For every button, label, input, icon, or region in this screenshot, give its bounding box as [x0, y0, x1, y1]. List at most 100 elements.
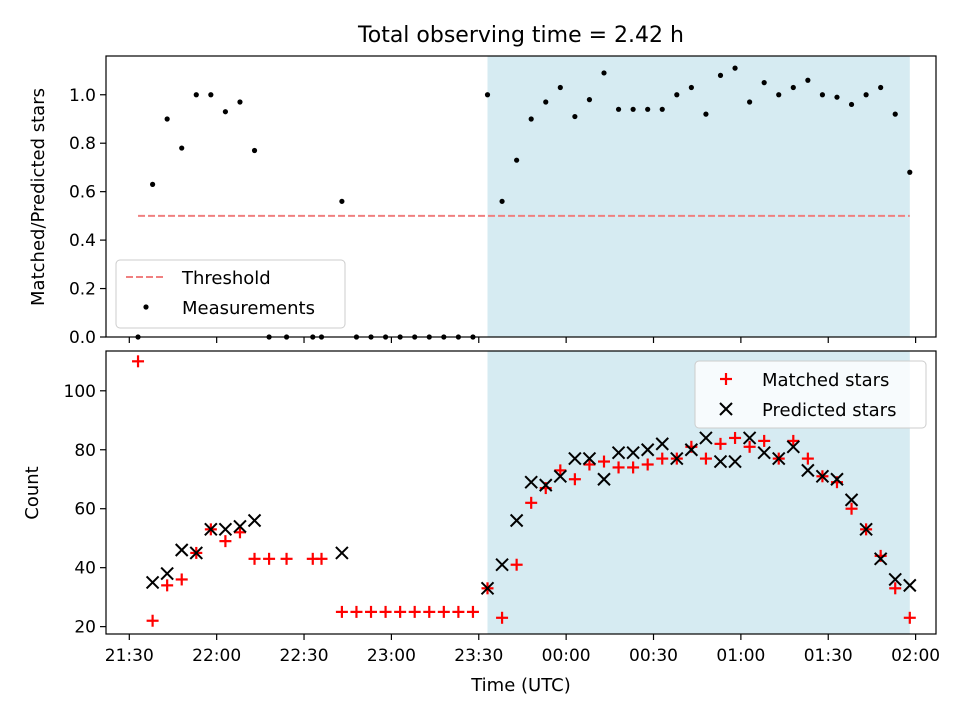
measurement-point	[776, 92, 782, 98]
predicted-star-point	[830, 472, 844, 486]
matched-star-point	[350, 605, 363, 618]
predicted-star-point	[145, 575, 160, 590]
predicted-star-point	[160, 566, 174, 581]
x-tick-label: 23:00	[367, 646, 416, 666]
top-y-tick-label: 0.8	[69, 134, 96, 154]
measurement-point	[499, 198, 505, 204]
matched-star-point	[379, 605, 392, 618]
x-tick-label: 00:30	[629, 646, 678, 666]
predicted-star-point	[859, 522, 873, 537]
matched-star-point	[583, 458, 596, 471]
x-tick-label: 01:30	[804, 646, 853, 666]
measurement-point	[615, 106, 622, 112]
predicted-star-point	[233, 519, 247, 534]
measurement-point	[630, 106, 636, 112]
matched-star-point	[175, 573, 188, 586]
top-legend: Threshold Measurements	[115, 259, 346, 329]
matched-star-point	[568, 473, 581, 486]
matched-star-point	[729, 431, 742, 444]
matched-star-point	[787, 434, 800, 447]
measurement-point	[382, 334, 389, 340]
matched-star-point	[132, 355, 145, 368]
top-y-tick-label: 0.4	[69, 231, 96, 251]
legend-predicted-label: Predicted stars	[762, 400, 896, 421]
top-y-tick-label: 0.0	[69, 328, 96, 348]
matched-star-point	[758, 434, 771, 447]
measurement-point	[848, 101, 855, 108]
bottom-y-tick-label: 60	[74, 500, 96, 520]
predicted-star-point	[539, 478, 553, 492]
x-tick-label: 22:30	[280, 646, 329, 666]
predicted-star-point	[728, 454, 742, 469]
matched-star-point	[598, 455, 610, 468]
measurement-point	[907, 169, 913, 175]
predicted-star-point	[495, 558, 509, 572]
measurement-point	[572, 113, 578, 120]
x-tick-label: 21:30	[105, 646, 154, 666]
matched-star-point	[365, 605, 378, 618]
matched-star-point	[219, 535, 232, 548]
bottom-y-tick-label: 20	[74, 618, 96, 638]
predicted-star-point	[204, 522, 218, 537]
measurement-point	[543, 99, 549, 105]
matched-star-point	[248, 552, 261, 565]
matched-star-point	[408, 605, 421, 618]
predicted-star-point	[903, 578, 917, 593]
predicted-star-point	[189, 546, 203, 560]
measurement-point	[426, 334, 432, 340]
measurement-point	[557, 84, 563, 91]
matched-star-point	[743, 440, 756, 453]
chart-title: Total observing time = 2.42 h	[357, 23, 684, 48]
predicted-star-point	[335, 546, 349, 560]
predicted-star-point	[844, 493, 859, 507]
top-legend-box	[115, 259, 346, 329]
matched-star-point	[394, 605, 407, 618]
matched-star-point	[612, 461, 625, 474]
matched-star-point	[423, 605, 436, 618]
measurement-point	[353, 334, 360, 340]
predicted-star-point	[684, 443, 699, 457]
measurement-point	[251, 147, 258, 154]
predicted-star-point	[713, 454, 728, 469]
predicted-star-point	[480, 581, 495, 596]
legend-threshold-label: Threshold	[181, 268, 271, 289]
predicted-star-point	[524, 475, 538, 489]
matched-star-point	[146, 614, 159, 627]
bottom-panel: Count 20 40 60 80 100 21:30 22:00 22:30 23:00 23:…	[22, 350, 940, 666]
top-plot-frame	[105, 55, 937, 338]
measurement-point	[659, 106, 665, 112]
predicted-star-point	[582, 451, 597, 466]
predicted-star-point	[670, 451, 684, 466]
x-tick-label: 22:00	[192, 646, 241, 666]
predicted-star-point	[568, 451, 582, 466]
legend-measurements-label: Measurements	[182, 298, 315, 319]
matched-star-point	[233, 526, 246, 539]
bottom-y-axis-label: Count	[22, 466, 43, 519]
measurement-point	[310, 334, 316, 340]
bottom-y-tick-label: 100	[64, 382, 96, 402]
legend-measurements-swatch	[143, 304, 149, 310]
matched-star-point	[496, 611, 509, 624]
x-tick-label: 00:00	[542, 646, 591, 666]
bottom-y-tick-label: 80	[74, 441, 96, 461]
predicted-star-point	[786, 440, 801, 454]
predicted-star-point	[597, 472, 611, 486]
measurement-point	[732, 65, 738, 71]
bottom-plot-frame	[105, 350, 937, 635]
measurement-point	[601, 70, 607, 76]
matched-star-point	[525, 496, 538, 509]
predicted-star-point	[640, 443, 655, 457]
top-y-axis-label: Matched/Predicted stars	[28, 88, 49, 306]
matched-star-point	[335, 605, 348, 618]
measurement-point	[179, 145, 185, 151]
predicted-star-point	[218, 522, 233, 537]
legend-matched-label: Matched stars	[762, 370, 889, 391]
predicted-star-point	[873, 552, 888, 566]
top-y-tick-label: 1.0	[69, 86, 96, 106]
measurement-point	[528, 116, 534, 122]
measurement-point	[368, 334, 374, 340]
measurement-point	[790, 84, 796, 91]
matched-star-point	[641, 458, 654, 471]
predicted-star-point	[801, 463, 815, 478]
